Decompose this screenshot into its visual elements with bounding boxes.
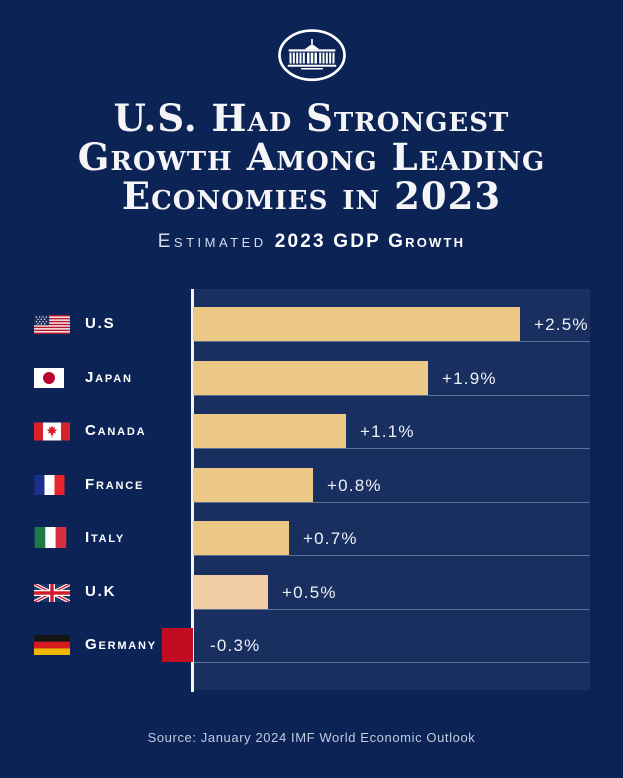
title-line-1: U.S. Had Strongest: [113, 96, 510, 140]
page-title: U.S. Had Strongest Growth Among Leading …: [0, 99, 623, 216]
value-label-france: +0.8%: [327, 475, 382, 495]
title-line-2: Growth Among Leading: [77, 135, 546, 179]
gridline: [193, 501, 590, 503]
gridline: [193, 661, 590, 663]
gridline: [193, 394, 590, 396]
canada-flag-icon: [34, 422, 70, 441]
gdp-growth-bar-chart: U.S +2.5% Japan +1.9%: [0, 289, 623, 692]
y-axis-line: [191, 289, 194, 692]
subtitle-light-text: Estimated: [157, 231, 267, 252]
country-label-france: France: [85, 475, 145, 493]
country-label-canada: Canada: [85, 422, 147, 440]
bar-row-us: U.S +2.5%: [0, 289, 623, 343]
gridline: [193, 608, 590, 610]
bar-germany: [162, 627, 193, 662]
japan-flag-icon: [34, 367, 64, 388]
country-label-us: U.S: [85, 315, 116, 333]
gridline: [193, 555, 590, 557]
value-label-italy: +0.7%: [303, 529, 358, 549]
uk-flag-icon: [33, 581, 71, 604]
value-label-uk: +0.5%: [282, 582, 337, 602]
country-label-uk: U.K: [85, 582, 117, 600]
subtitle-bold-text: 2023 GDP Growth: [274, 231, 466, 252]
bar-row-japan: Japan +1.9%: [0, 342, 623, 396]
bar-italy: [193, 521, 289, 556]
gridline: [193, 341, 590, 343]
country-label-japan: Japan: [85, 368, 133, 386]
bar-row-canada: Canada +1.1%: [0, 396, 623, 450]
white-house-logo-icon: [277, 27, 347, 85]
bar-uk: [193, 574, 268, 609]
bar-rows: U.S +2.5% Japan +1.9%: [0, 289, 623, 663]
gridline: [193, 448, 590, 450]
source-note: Source: January 2024 IMF World Economic …: [147, 730, 476, 745]
value-label-us: +2.5%: [534, 315, 589, 335]
bar-row-italy: Italy +0.7%: [0, 503, 623, 557]
bar-row-uk: U.K +0.5%: [0, 556, 623, 610]
bar-us: [193, 307, 520, 342]
france-flag-icon: [34, 474, 65, 495]
bar-japan: [193, 360, 428, 395]
title-line-3: Economies in 2023: [121, 174, 502, 218]
country-label-germany: Germany: [85, 635, 157, 653]
value-label-japan: +1.9%: [442, 368, 497, 388]
bar-row-france: France +0.8%: [0, 449, 623, 503]
bar-canada: [193, 414, 346, 449]
bar-france: [193, 467, 313, 502]
country-label-italy: Italy: [85, 529, 126, 547]
bar-row-germany: Germany -0.3%: [0, 610, 623, 663]
italy-flag-icon: [34, 527, 67, 549]
chart-subtitle: Estimated 2023 GDP Growth: [0, 231, 623, 253]
germany-flag-icon: [34, 634, 70, 655]
value-label-canada: +1.1%: [360, 422, 415, 442]
us-flag-icon: [34, 315, 70, 335]
value-label-germany: -0.3%: [210, 635, 261, 655]
